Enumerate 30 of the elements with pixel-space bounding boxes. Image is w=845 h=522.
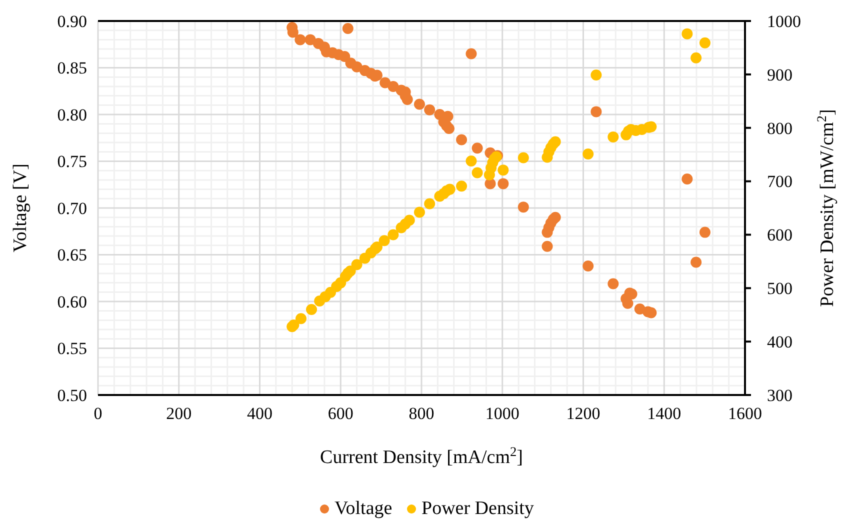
y2-tick-label: 1000 <box>767 12 801 31</box>
legend-label: Voltage <box>334 498 392 519</box>
y-tick-label: 0.90 <box>57 12 87 31</box>
legend-label: Power Density <box>422 498 534 519</box>
x-tick-label: 200 <box>166 404 192 423</box>
y-tick-label: 0.75 <box>57 152 87 172</box>
x-tick-label: 400 <box>247 404 272 423</box>
y-tick-label: 0.85 <box>57 58 87 78</box>
y-axis-title: Voltage [V] <box>10 164 31 252</box>
y2-tick-label: 400 <box>767 332 792 352</box>
x-axis-title: Current Density [mA/cm$^{2}$] <box>320 444 523 468</box>
y2-tick-label: 600 <box>767 226 792 245</box>
y2-tick-label: 500 <box>767 279 792 298</box>
x-tick-label: 1400 <box>647 404 682 423</box>
x-tick-label: 1600 <box>728 404 762 423</box>
x-tick-label: 800 <box>408 404 434 423</box>
y2-tick-label: 300 <box>767 386 792 405</box>
y-tick-label: 0.70 <box>57 198 87 218</box>
y-tick-label: 0.55 <box>57 339 87 358</box>
x-tick-label: 600 <box>328 404 354 423</box>
y2-tick-label: 900 <box>767 65 792 84</box>
x-tick-label: 1200 <box>566 404 600 423</box>
x-tick-label: 1000 <box>485 404 520 423</box>
y-tick-label: 0.65 <box>57 246 87 265</box>
y2-tick-label: 700 <box>767 172 792 192</box>
y2-tick-label: 800 <box>767 118 792 138</box>
x-tick-label: 0 <box>94 404 102 423</box>
y-tick-label: 0.60 <box>57 292 87 312</box>
y-tick-label: 0.80 <box>57 105 87 124</box>
y-tick-label: 0.50 <box>57 386 87 405</box>
